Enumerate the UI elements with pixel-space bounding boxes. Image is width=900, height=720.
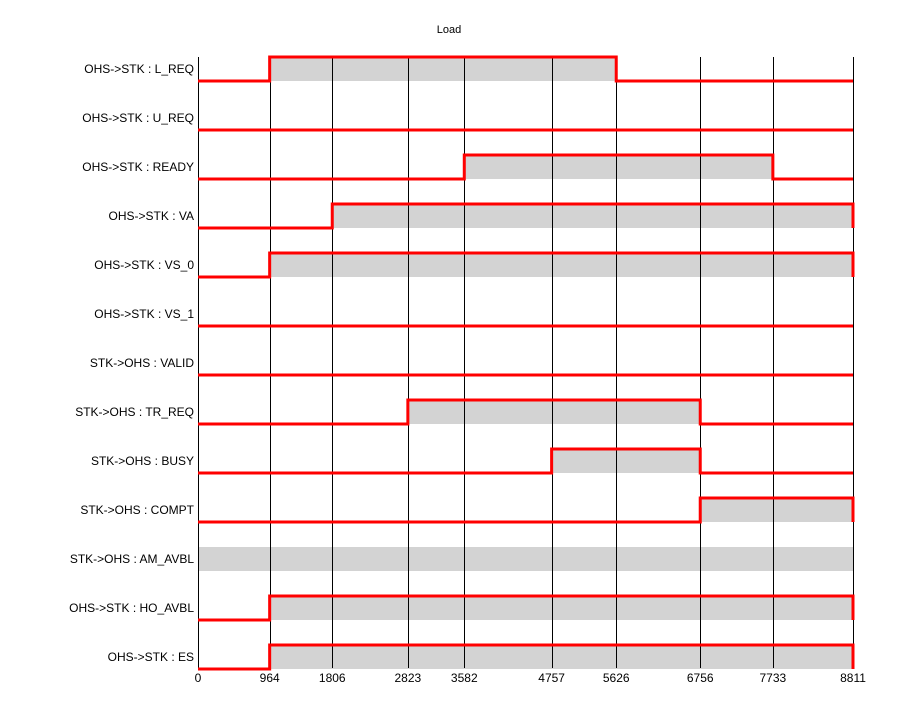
signal-high-fill [269,57,617,81]
signal-high-fill [464,155,773,179]
x-tick-label: 964 [260,671,280,685]
signal-trace [198,153,853,181]
signal-trace [198,496,855,524]
signal-fills [198,57,853,669]
grid-lines [198,57,854,668]
signal-trace [198,398,853,426]
signal-trace [198,447,853,475]
x-tick-label: 5626 [603,671,630,685]
signal-label: OHS->STK : VS_0 [94,258,194,272]
signal-trace [198,643,855,671]
signal-high-fill [269,596,853,620]
signal-label: STK->OHS : VALID [90,356,194,370]
signal-label: STK->OHS : BUSY [91,454,194,468]
signal-high-fill [269,645,853,669]
signal-high-fill [269,253,853,277]
signal-high-fill [407,400,701,424]
signal-labels: OHS->STK : L_REQ OHS->STK : U_REQ OHS->STK… [69,62,194,664]
signal-label: OHS->STK : L_REQ [84,62,194,76]
signal-trace [198,594,855,622]
chart-title: Load [437,24,461,36]
x-tick-label: 4757 [538,671,565,685]
signal-trace [198,202,855,230]
x-tick-label: 0 [195,671,202,685]
x-tick-label: 2823 [395,671,422,685]
x-tick-label: 6756 [687,671,714,685]
signal-label: STK->OHS : COMPT [80,503,194,517]
x-tick-label: 1806 [319,671,346,685]
signal-high-fill [551,449,701,473]
x-tick-label: 3582 [451,671,478,685]
x-tick-label: 8811 [840,671,866,685]
signal-trace [198,55,853,83]
signal-label: OHS->STK : ES [108,650,194,664]
signal-traces [198,55,855,671]
signal-label: OHS->STK : U_REQ [82,111,194,125]
signal-high-fill [700,498,853,522]
signal-label: OHS->STK : VA [109,209,194,223]
signal-label: OHS->STK : READY [82,160,194,174]
x-tick-label: 7733 [760,671,787,685]
signal-high-fill [198,547,853,571]
signal-label: OHS->STK : HO_AVBL [69,601,194,615]
signal-high-fill [332,204,853,228]
signal-label: OHS->STK : VS_1 [94,307,194,321]
signal-label: STK->OHS : AM_AVBL [70,552,194,566]
signal-trace [198,251,855,279]
signal-label: STK->OHS : TR_REQ [75,405,194,419]
x-axis-ticks: 0 964 1806 2823 3582 4757 5626 6756 7733 8811 [195,671,867,685]
